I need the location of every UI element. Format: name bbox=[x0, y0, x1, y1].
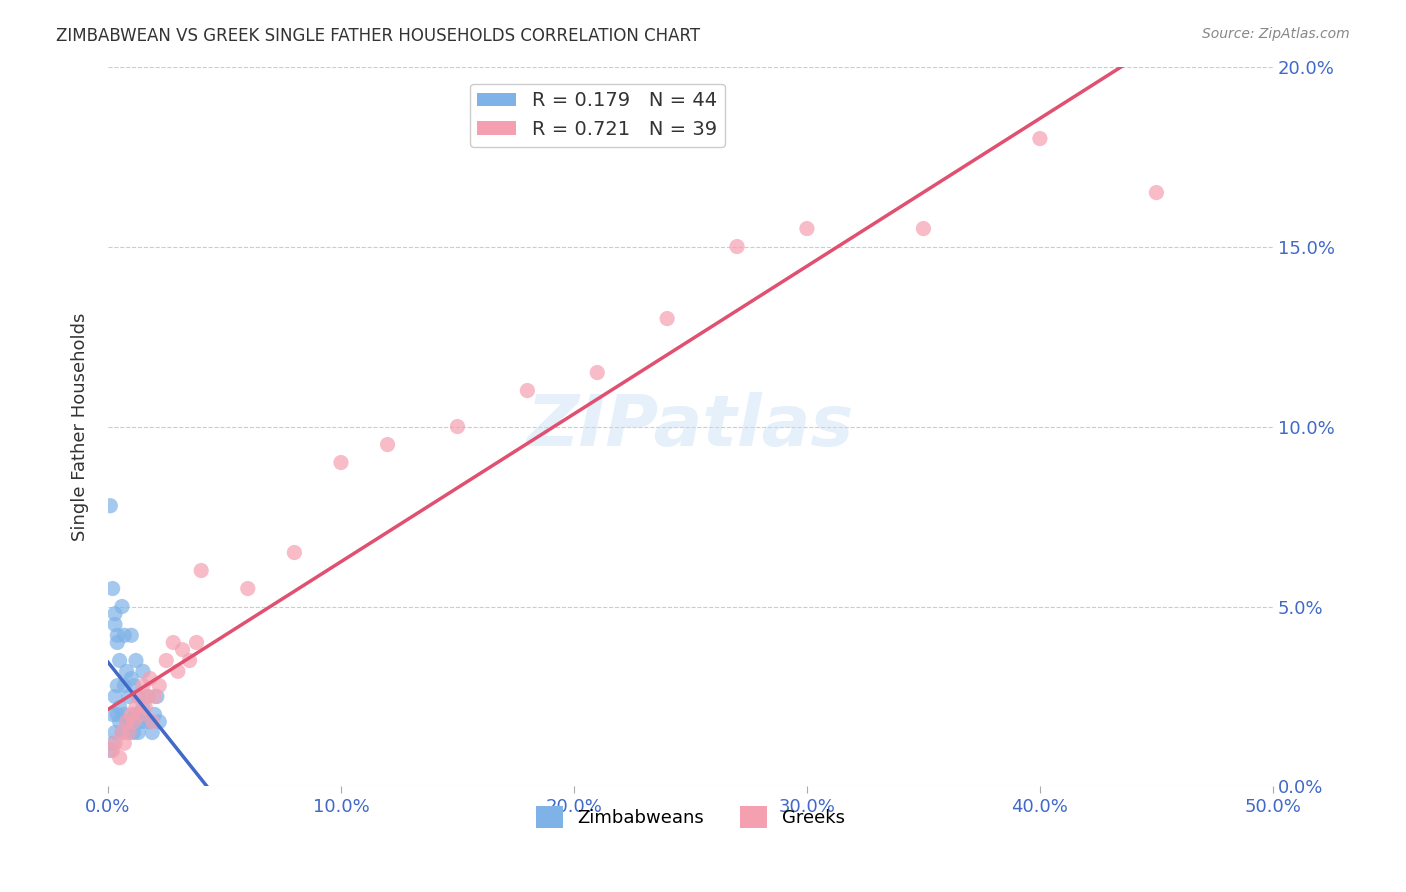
Greeks bbox=[101, 743, 124, 757]
Zimbabweans bbox=[105, 628, 128, 642]
Zimbabweans bbox=[122, 679, 145, 693]
Greeks bbox=[112, 736, 135, 750]
Greeks bbox=[125, 700, 148, 714]
Greeks bbox=[1144, 186, 1167, 200]
Text: ZIPatlas: ZIPatlas bbox=[527, 392, 853, 461]
Text: ZIMBABWEAN VS GREEK SINGLE FATHER HOUSEHOLDS CORRELATION CHART: ZIMBABWEAN VS GREEK SINGLE FATHER HOUSEH… bbox=[56, 27, 700, 45]
Zimbabweans bbox=[134, 714, 156, 729]
Zimbabweans bbox=[101, 707, 124, 722]
Greeks bbox=[115, 714, 138, 729]
Greeks bbox=[446, 419, 468, 434]
Zimbabweans bbox=[108, 700, 131, 714]
Zimbabweans bbox=[112, 707, 135, 722]
Zimbabweans bbox=[101, 582, 124, 596]
Greeks bbox=[118, 725, 141, 739]
Zimbabweans bbox=[104, 725, 127, 739]
Greeks bbox=[179, 653, 201, 667]
Greeks bbox=[162, 635, 184, 649]
Greeks bbox=[108, 750, 131, 764]
Greeks bbox=[136, 690, 159, 704]
Zimbabweans bbox=[127, 690, 149, 704]
Greeks bbox=[141, 714, 163, 729]
Greeks bbox=[167, 665, 190, 679]
Zimbabweans bbox=[101, 736, 124, 750]
Greeks bbox=[104, 736, 127, 750]
Greeks bbox=[129, 707, 152, 722]
Zimbabweans bbox=[125, 707, 148, 722]
Zimbabweans bbox=[118, 690, 141, 704]
Greeks bbox=[132, 679, 155, 693]
Zimbabweans bbox=[146, 690, 169, 704]
Zimbabweans bbox=[108, 714, 131, 729]
Greeks bbox=[586, 366, 609, 380]
Greeks bbox=[143, 690, 166, 704]
Greeks bbox=[330, 456, 353, 470]
Zimbabweans bbox=[120, 672, 142, 686]
Zimbabweans bbox=[98, 743, 121, 757]
Zimbabweans bbox=[105, 635, 128, 649]
Greeks bbox=[655, 311, 678, 326]
Greeks bbox=[155, 653, 177, 667]
Greeks bbox=[796, 221, 818, 235]
Zimbabweans bbox=[127, 725, 149, 739]
Zimbabweans bbox=[148, 714, 170, 729]
Greeks bbox=[172, 642, 194, 657]
Greeks bbox=[190, 564, 212, 578]
Legend: Zimbabweans, Greeks: Zimbabweans, Greeks bbox=[529, 798, 852, 835]
Zimbabweans bbox=[120, 714, 142, 729]
Zimbabweans bbox=[139, 714, 162, 729]
Greeks bbox=[377, 437, 399, 451]
Zimbabweans bbox=[136, 690, 159, 704]
Greeks bbox=[283, 545, 305, 559]
Zimbabweans bbox=[118, 725, 141, 739]
Zimbabweans bbox=[105, 679, 128, 693]
Zimbabweans bbox=[105, 707, 128, 722]
Zimbabweans bbox=[112, 679, 135, 693]
Greeks bbox=[134, 700, 156, 714]
Greeks bbox=[122, 714, 145, 729]
Zimbabweans bbox=[112, 628, 135, 642]
Zimbabweans bbox=[132, 700, 155, 714]
Zimbabweans bbox=[143, 707, 166, 722]
Zimbabweans bbox=[108, 653, 131, 667]
Greeks bbox=[120, 707, 142, 722]
Zimbabweans bbox=[129, 714, 152, 729]
Zimbabweans bbox=[104, 607, 127, 621]
Zimbabweans bbox=[111, 725, 134, 739]
Greeks bbox=[236, 582, 259, 596]
Greeks bbox=[186, 635, 208, 649]
Greeks bbox=[127, 690, 149, 704]
Zimbabweans bbox=[111, 599, 134, 614]
Greeks bbox=[148, 679, 170, 693]
Zimbabweans bbox=[115, 714, 138, 729]
Y-axis label: Single Father Households: Single Father Households bbox=[72, 312, 89, 541]
Zimbabweans bbox=[98, 499, 121, 513]
Zimbabweans bbox=[115, 665, 138, 679]
Greeks bbox=[139, 672, 162, 686]
Zimbabweans bbox=[120, 628, 142, 642]
Zimbabweans bbox=[122, 725, 145, 739]
Text: Source: ZipAtlas.com: Source: ZipAtlas.com bbox=[1202, 27, 1350, 41]
Greeks bbox=[111, 725, 134, 739]
Greeks bbox=[516, 384, 538, 398]
Zimbabweans bbox=[141, 725, 163, 739]
Greeks bbox=[1029, 131, 1052, 145]
Zimbabweans bbox=[104, 690, 127, 704]
Zimbabweans bbox=[104, 617, 127, 632]
Zimbabweans bbox=[125, 653, 148, 667]
Greeks bbox=[725, 239, 748, 253]
Zimbabweans bbox=[132, 665, 155, 679]
Greeks bbox=[912, 221, 935, 235]
